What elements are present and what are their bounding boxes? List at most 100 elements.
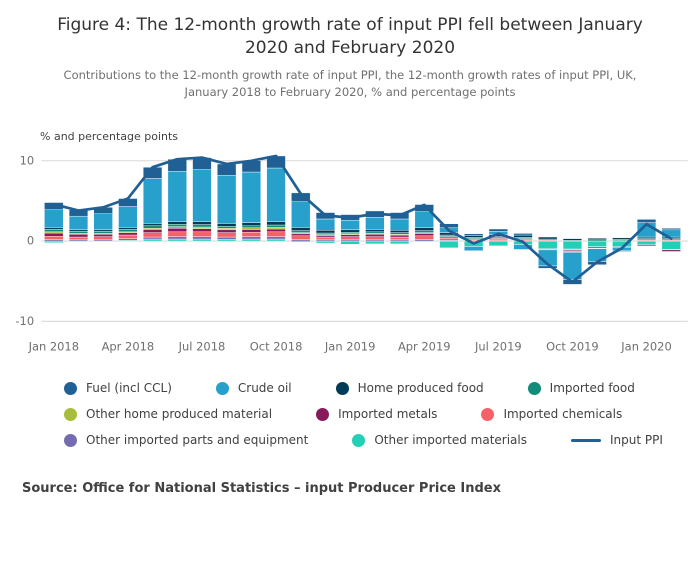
legend-item-crude-oil[interactable]: Crude oil (216, 381, 292, 395)
bar-segment-crude-oil (193, 170, 212, 222)
legend-label: Imported metals (338, 407, 437, 421)
bar-segment-imported-metals (316, 236, 335, 238)
bar-segment-imported-metals (69, 234, 88, 237)
bar-segment-imported-chemicals (44, 236, 63, 239)
legend-label: Input PPI (610, 433, 663, 447)
bar-segment-other-imported-parts-and-equipment (168, 237, 187, 239)
bar-segment-imported-chemicals (365, 237, 384, 240)
bar-segment-other-imported-materials (242, 239, 261, 241)
bar-segment-imported-chemicals (390, 237, 409, 240)
x-axis-tick-label: Apr 2018 (102, 340, 155, 354)
x-axis-tick-label: Jul 2019 (474, 340, 522, 354)
bar-segment-imported-metals (267, 229, 286, 232)
bar-segment-home-produced-food (143, 224, 162, 226)
bar-segment-imported-metals (193, 229, 212, 232)
bar-segment-fuel (489, 229, 508, 231)
bar-segment-crude-oil (390, 219, 409, 230)
bar-segment-imported-metals (143, 230, 162, 233)
bar-segment-imported-chemicals (94, 237, 113, 240)
bar-segment-home-produced-food (69, 230, 88, 232)
bar-segment-fuel (514, 234, 533, 236)
legend-item-imported-food[interactable]: Imported food (528, 381, 635, 395)
bar-segment-imported-metals (662, 250, 681, 252)
bar-segment-other-home-produced-material (168, 227, 187, 229)
bar-segment-imported-food (390, 233, 409, 235)
bar-segment-home-produced-food (563, 239, 582, 241)
bar-segment-imported-food (118, 230, 137, 232)
bar-segment-imported-chemicals (118, 235, 137, 239)
legend-item-fuel[interactable]: Fuel (incl CCL) (64, 381, 172, 395)
bar-segment-other-imported-parts-and-equipment (143, 237, 162, 239)
legend-item-input-ppi[interactable]: Input PPI (571, 433, 663, 447)
legend-item-imported-chemicals[interactable]: Imported chemicals (481, 407, 622, 421)
series-dot-imported-chemicals (481, 408, 494, 421)
bar-segment-other-imported-parts-and-equipment (267, 237, 286, 239)
bar-segment-home-produced-food (538, 237, 557, 239)
legend-label: Other imported parts and equipment (86, 433, 308, 447)
bar-segment-imported-chemicals (267, 232, 286, 237)
bar-segment-other-imported-materials (588, 241, 607, 247)
bar-segment-home-produced-food (44, 228, 63, 230)
bar-segment-other-imported-materials (267, 239, 286, 241)
legend-label: Imported food (550, 381, 635, 395)
bar-segment-crude-oil (118, 207, 137, 228)
bar-segment-other-imported-materials (538, 241, 557, 249)
y-axis-tick-label: -10 (15, 314, 34, 328)
legend-label: Other imported materials (374, 433, 527, 447)
figure-title: Figure 4: The 12-month growth rate of in… (50, 14, 650, 60)
bar-segment-imported-food (267, 225, 286, 227)
bar-segment-imported-chemicals (489, 239, 508, 241)
source-line: Source: Office for National Statistics –… (22, 481, 700, 496)
bar-segment-crude-oil (217, 175, 236, 223)
bar-segment-crude-oil (94, 214, 113, 230)
bar-segment-imported-metals (94, 234, 113, 236)
x-axis-tick-label: Oct 2018 (250, 340, 303, 354)
series-dot-other-imported-parts-and-equipment (64, 434, 77, 447)
legend-item-other-imported-parts-and-equipment[interactable]: Other imported parts and equipment (64, 433, 308, 447)
bar-segment-imported-food (143, 226, 162, 228)
legend-row: Fuel (incl CCL) Crude oil Home produced fo… (64, 375, 700, 401)
x-axis-tick-label: Apr 2019 (398, 340, 451, 354)
bar-segment-home-produced-food (415, 228, 434, 231)
bar-segment-home-produced-food (316, 230, 335, 233)
bar-segment-home-produced-food (365, 230, 384, 232)
series-dot-imported-food (528, 382, 541, 395)
legend-item-imported-metals[interactable]: Imported metals (316, 407, 437, 421)
bar-segment-crude-oil (143, 179, 162, 224)
y-axis-tick-label: 0 (27, 234, 34, 248)
bar-segment-home-produced-food (612, 238, 631, 240)
bar-segment-imported-food (316, 233, 335, 235)
bar-segment-home-produced-food (267, 222, 286, 225)
bar-segment-other-imported-materials (440, 241, 459, 248)
legend-label: Crude oil (238, 381, 292, 395)
legend-item-other-home-produced-material[interactable]: Other home produced material (64, 407, 272, 421)
bar-segment-imported-chemicals (217, 233, 236, 237)
bar-segment-other-imported-materials (341, 241, 360, 244)
bar-segment-imported-chemicals (168, 232, 187, 237)
bar-segment-home-produced-food (588, 238, 607, 240)
legend-row: Other home produced material Imported met… (64, 401, 700, 427)
bar-segment-crude-oil (291, 202, 310, 228)
x-axis-tick-label: Jan 2019 (324, 340, 375, 354)
legend-item-other-imported-materials[interactable]: Other imported materials (352, 433, 527, 447)
bar-segment-fuel (637, 220, 656, 223)
series-dot-other-home-produced-material (64, 408, 77, 421)
bar-segment-imported-food (415, 231, 434, 233)
bar-segment-imported-chemicals (242, 232, 261, 236)
bar-segment-other-imported-parts-and-equipment (118, 239, 137, 241)
y-axis-unit-label: % and percentage points (40, 130, 700, 143)
bar-segment-imported-food (365, 232, 384, 234)
legend-item-home-produced-food[interactable]: Home produced food (336, 381, 484, 395)
legend-label: Fuel (incl CCL) (86, 381, 172, 395)
bar-segment-crude-oil (365, 218, 384, 230)
bar-segment-crude-oil (316, 219, 335, 230)
bar-segment-imported-metals (637, 245, 656, 246)
legend-label: Other home produced material (86, 407, 272, 421)
x-axis-tick-label: Jan 2018 (28, 340, 79, 354)
legend: Fuel (incl CCL) Crude oil Home produced fo… (64, 375, 700, 453)
bar-segment-other-imported-materials (637, 241, 656, 245)
bar-segment-imported-food (193, 225, 212, 227)
bar-segment-imported-food (291, 231, 310, 233)
